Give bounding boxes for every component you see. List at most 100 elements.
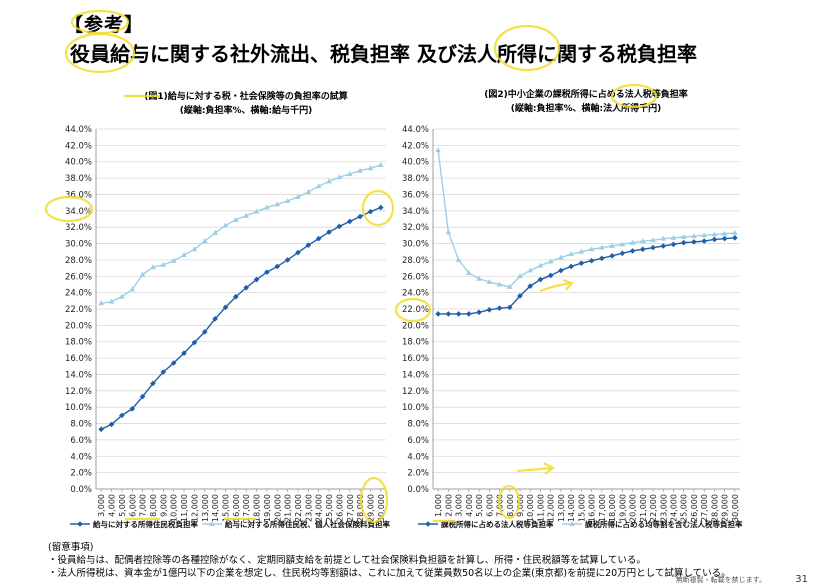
x-tick-label: 27,000 xyxy=(700,494,709,522)
x-tick-label: 25,000 xyxy=(680,494,689,522)
data-point xyxy=(547,272,554,279)
x-tick-label: 22,000 xyxy=(649,494,658,522)
y-tick-label: 36.0% xyxy=(402,190,429,200)
x-tick-label: 16,000 xyxy=(232,494,241,522)
data-point xyxy=(139,271,146,277)
data-point xyxy=(558,267,564,274)
highlight-circle xyxy=(394,297,432,323)
chart-2: (図2)中小企業の課税所得に占める法人税等負担率 (縦軸:負担率%、横軸:法人所得… xyxy=(402,88,743,529)
data-point xyxy=(476,309,482,316)
y-tick-label: 4.0% xyxy=(407,452,429,462)
y-tick-label: 0.0% xyxy=(407,485,429,495)
data-point xyxy=(212,229,218,235)
x-tick-label: 15,000 xyxy=(221,494,230,522)
y-tick-label: 22.0% xyxy=(65,305,92,315)
x-tick-label: 10,000 xyxy=(526,494,535,522)
y-tick-label: 0.0% xyxy=(70,485,92,495)
data-point xyxy=(357,167,363,173)
data-point xyxy=(711,236,718,243)
x-tick-label: 8,000 xyxy=(506,494,515,517)
data-point xyxy=(264,269,270,275)
data-point xyxy=(191,339,198,346)
x-tick-label: 12,000 xyxy=(190,494,199,522)
data-point xyxy=(274,263,281,270)
data-point xyxy=(326,229,332,235)
x-tick-label: 3,000 xyxy=(97,494,106,517)
data-point xyxy=(629,239,636,245)
data-point xyxy=(547,258,554,264)
data-point xyxy=(435,147,441,153)
data-point xyxy=(496,305,503,311)
data-point xyxy=(486,307,493,313)
x-tick-label: 10,000 xyxy=(170,494,179,522)
x-tick-label: 13,000 xyxy=(201,494,210,522)
data-point xyxy=(691,233,697,239)
x-tick-label: 23,000 xyxy=(659,494,668,522)
data-point xyxy=(119,412,125,419)
y-tick-label: 38.0% xyxy=(402,174,429,184)
data-point xyxy=(129,286,136,292)
x-tick-label: 4,000 xyxy=(108,494,117,517)
x-tick-label: 9,000 xyxy=(159,494,168,517)
y-tick-label: 22.0% xyxy=(402,305,429,315)
data-point xyxy=(315,183,322,189)
y-tick-label: 12.0% xyxy=(402,387,429,397)
x-tick-label: 19,000 xyxy=(263,494,272,522)
data-point xyxy=(527,267,534,273)
y-tick-label: 44.0% xyxy=(65,125,92,135)
x-tick-label: 6,000 xyxy=(485,494,494,517)
series-line xyxy=(437,150,735,288)
data-point xyxy=(517,293,523,299)
legend-marker xyxy=(425,521,431,527)
data-point xyxy=(326,178,332,184)
highlight-circle xyxy=(610,83,658,109)
data-point xyxy=(568,263,574,270)
data-point xyxy=(660,243,667,249)
y-tick-label: 40.0% xyxy=(65,158,92,168)
highlight-annotations xyxy=(44,9,658,524)
x-tick-label: 18,000 xyxy=(253,494,262,522)
y-tick-label: 8.0% xyxy=(407,420,429,430)
data-point xyxy=(108,298,115,304)
y-tick-label: 4.0% xyxy=(70,452,92,462)
y-tick-label: 8.0% xyxy=(70,420,92,430)
data-point xyxy=(496,281,503,287)
x-tick-label: 6,000 xyxy=(128,494,137,517)
x-tick-label: 28,000 xyxy=(356,494,365,522)
copyright-note: 無断複製・転載を禁じます。 xyxy=(675,576,766,584)
data-point xyxy=(170,257,177,263)
y-tick-label: 18.0% xyxy=(402,338,429,348)
data-point xyxy=(295,249,301,256)
series-line xyxy=(101,164,382,304)
note-line: ・役員給与は、配偶者控除等の各種控除がなく、定期同額支給を前提として社会保険料負… xyxy=(48,555,646,566)
legend-label: 給与に対する所得住民税負担率 xyxy=(93,519,198,529)
x-tick-label: 20,000 xyxy=(629,494,638,522)
data-point xyxy=(253,208,260,214)
y-tick-label: 20.0% xyxy=(65,321,92,331)
data-point xyxy=(191,246,198,252)
y-tick-label: 28.0% xyxy=(65,256,92,266)
data-point xyxy=(357,213,363,220)
data-point xyxy=(701,238,707,244)
series-line xyxy=(438,237,735,315)
data-point xyxy=(445,229,452,235)
data-point xyxy=(222,304,229,311)
data-point xyxy=(181,252,187,257)
y-tick-label: 14.0% xyxy=(402,370,429,380)
x-tick-label: 26,000 xyxy=(335,494,344,522)
highlight-circle xyxy=(64,32,136,74)
data-point xyxy=(639,238,646,244)
data-point xyxy=(253,276,260,283)
x-tick-label: 5,000 xyxy=(118,494,127,517)
data-point xyxy=(201,329,208,335)
chart-subtitle: (縦軸:負担率%、横軸:給与千円) xyxy=(180,104,312,116)
data-point xyxy=(517,273,523,279)
x-tick-label: 23,000 xyxy=(304,494,313,522)
data-point xyxy=(243,212,249,218)
x-tick-label: 25,000 xyxy=(325,494,334,522)
data-point xyxy=(295,193,301,199)
data-point xyxy=(108,421,115,428)
data-point xyxy=(486,279,493,284)
legend-label: 給与に対する所得住民税、個人社会保険料負担率 xyxy=(225,519,390,529)
data-point xyxy=(568,251,574,257)
